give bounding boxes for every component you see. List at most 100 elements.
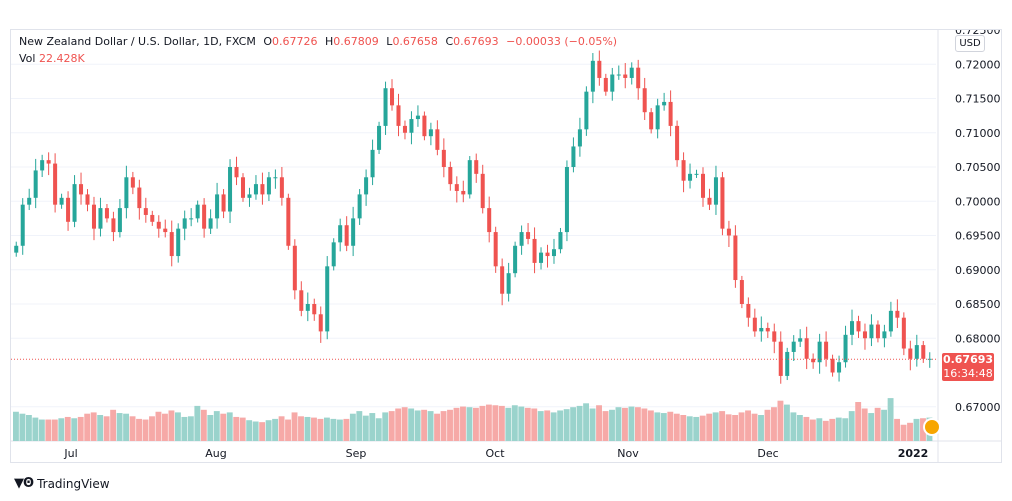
candle-body (228, 167, 233, 212)
candle-body (46, 160, 51, 164)
candle-body (584, 91, 589, 130)
candle-body (409, 119, 414, 133)
volume-bar (822, 420, 829, 441)
volume-bar (900, 424, 907, 441)
candle-body (642, 88, 647, 113)
volume-bar (615, 407, 622, 441)
volume-bar (920, 418, 926, 441)
candle-body (370, 149, 375, 178)
volume-bar (641, 408, 648, 441)
candle-body (888, 310, 893, 332)
volume-bar (13, 411, 19, 441)
candle-body (720, 177, 725, 229)
candle-body (182, 218, 187, 229)
candle-body (461, 190, 466, 195)
volume-bar (77, 416, 84, 441)
candle-body (137, 187, 142, 209)
currency-button[interactable]: USD (955, 35, 985, 52)
candle-body (733, 235, 738, 281)
candle-body (176, 228, 181, 257)
candle-body (824, 341, 829, 359)
low-label: L (386, 35, 393, 48)
volume-bar (162, 413, 168, 441)
candle-body (292, 245, 297, 291)
volume-bar (466, 407, 473, 441)
volume-bar (421, 409, 428, 441)
volume-bar (680, 415, 687, 441)
volume-bar (492, 405, 499, 441)
volume-bar (155, 411, 162, 441)
volume-bar (116, 413, 123, 441)
candle-body (850, 321, 855, 335)
x-tick-label: Dec (757, 447, 778, 460)
candle-body (713, 177, 718, 205)
volume-bar (576, 405, 583, 441)
candle-body (564, 167, 569, 233)
candle-body (325, 266, 330, 332)
candle-body (33, 170, 38, 198)
volume-bar (369, 413, 376, 441)
volume-bar (667, 411, 674, 441)
volume-bar (881, 409, 888, 441)
volume-bar (596, 405, 602, 441)
volume-bar (511, 405, 518, 441)
candle-body (752, 317, 757, 332)
candle-body (415, 115, 420, 120)
candle-body (739, 280, 744, 304)
volume-bar (323, 417, 330, 441)
candle-body (487, 208, 492, 233)
candle-body (215, 194, 220, 219)
candle-body (40, 160, 45, 171)
candlestick-chart[interactable]: 0.72000 0.71500 0.71000 0.70500 0.70000 0.695… (11, 30, 1001, 462)
volume-bar (25, 415, 32, 441)
candle-body (318, 314, 323, 332)
volume-bar (285, 419, 291, 441)
volume-bar (356, 411, 363, 441)
volume-bar (524, 407, 531, 441)
volume-bar (343, 418, 350, 441)
candle-body (856, 321, 861, 332)
volume-bar (634, 407, 641, 441)
volume-bar (861, 408, 868, 441)
candle-body (156, 221, 161, 229)
candle-body (169, 232, 174, 257)
candle-body (480, 173, 485, 209)
last-price-tag: 0.67693 (942, 353, 994, 367)
candle-body (526, 232, 531, 239)
indicator-icon[interactable] (923, 418, 941, 436)
volume-bar (84, 413, 91, 441)
candle-body (577, 129, 582, 147)
volume-bar (336, 419, 343, 441)
volume-bar (518, 406, 525, 441)
volume-bar (414, 410, 421, 441)
candle-body (299, 290, 304, 311)
volume-bar (291, 412, 298, 441)
candle-body (273, 177, 278, 179)
volume-bar (187, 416, 194, 441)
footer-branding[interactable]: ▼Ꙩ TradingView (14, 476, 110, 491)
candle-body (746, 304, 751, 318)
volume-bar (349, 413, 356, 441)
candle-body (811, 358, 816, 363)
volume-bar (460, 406, 466, 441)
chart-frame: 0.72000 0.71500 0.71000 0.70500 0.70000 0.695… (10, 29, 1002, 463)
candle-body (20, 204, 25, 246)
volume-bar (712, 412, 719, 441)
volume-bar (783, 404, 790, 441)
volume-bar (570, 407, 577, 441)
candle-body (500, 266, 505, 294)
candle-body (493, 232, 498, 267)
candle-body (636, 67, 641, 89)
candle-body (532, 238, 537, 263)
volume-bar (719, 411, 726, 441)
volume-bar (408, 408, 415, 441)
volume-bar (628, 406, 635, 441)
volume-bar (537, 411, 544, 441)
volume-bar (129, 416, 136, 441)
y-tick-label: 0.70000 (955, 195, 1001, 208)
candle-body (98, 208, 103, 229)
candle-body (150, 214, 155, 222)
volume-bar (654, 412, 661, 441)
volume-bar (259, 422, 266, 441)
volume-bar (149, 416, 155, 441)
